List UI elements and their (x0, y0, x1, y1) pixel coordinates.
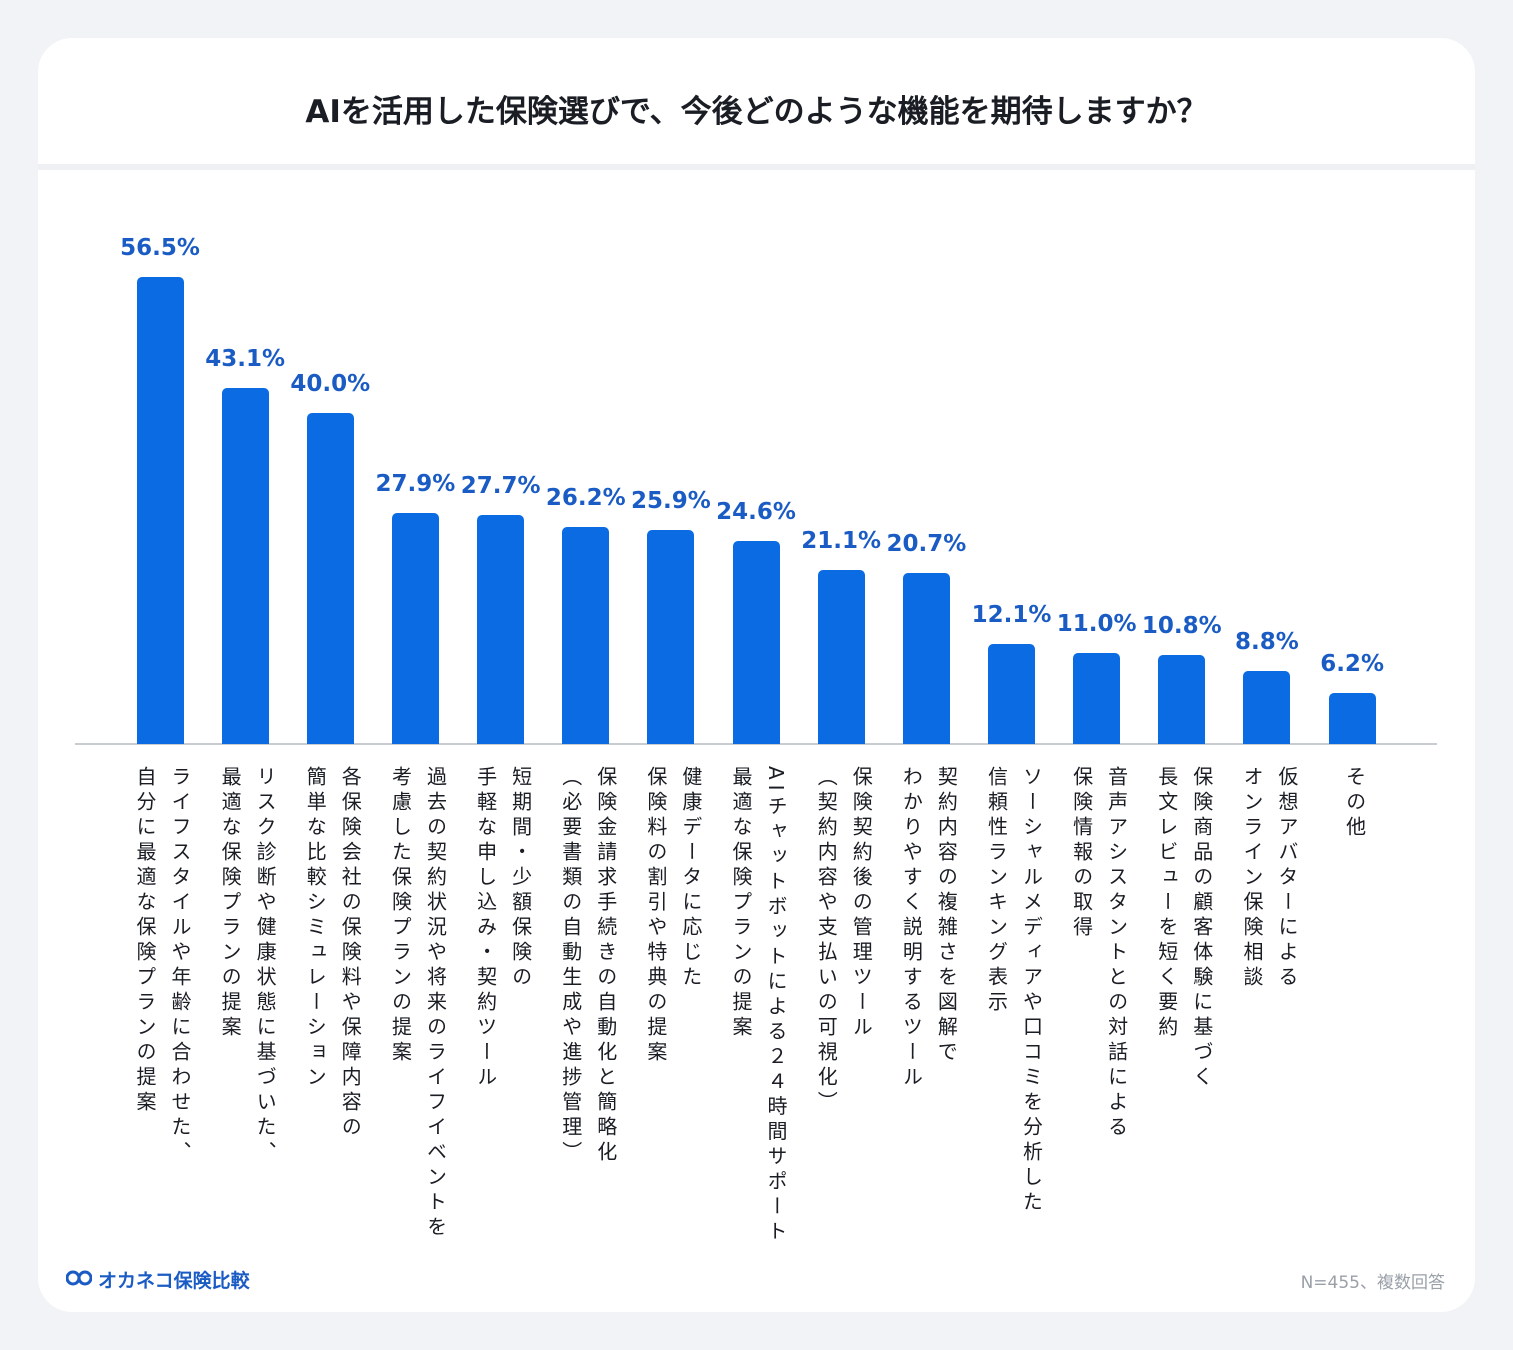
value-label: 12.1% (971, 601, 1052, 628)
category-label: 契約内容の複雑さを図解で わかりやすく説明するツール (899, 766, 959, 1091)
category-label: ライフスタイルや年齢に合わせた、 自分に最適な保険プランの提案 (133, 766, 192, 1166)
value-label: 43.1% (205, 345, 286, 372)
baseline (75, 743, 1437, 745)
category-label: 健康データに応じた 保険料の割引や特典の提案 (643, 766, 703, 1066)
bar (562, 527, 610, 744)
value-label: 10.8% (1141, 612, 1222, 639)
value-label: 27.7% (460, 472, 541, 499)
bar (817, 569, 865, 744)
category-label: ソーシャルメディアや口コミを分析した 信頼性ランキング表示 (984, 766, 1044, 1216)
bar (477, 514, 525, 744)
note: N=455、複数回答 (1300, 1273, 1445, 1293)
bar (647, 529, 695, 744)
header: AIを活用した保険選びで、今後どのような機能を期待しますか？ (38, 38, 1475, 170)
value-label: 11.0% (1056, 611, 1137, 638)
category-label: 短期間・少額保険の 手軽な申し込み・契約ツール (473, 766, 533, 1091)
logo: オカネコ保険比較 (98, 1270, 250, 1292)
category-label: 保険契約後の管理ツール （契約内容や支払いの可視化） (814, 766, 874, 1116)
bar (1158, 654, 1206, 744)
chart-title: AIを活用した保険選びで、今後どのような機能を期待しますか？ (305, 94, 1208, 130)
value-label: 8.8% (1235, 629, 1299, 656)
category-label: 過去の契約状況や将来のライフイベントを 考慮した保険プランの提案 (388, 766, 448, 1241)
category-label: 仮想アバターによる オンライン保険相談 (1239, 766, 1299, 991)
category-label: AIチャットボットによる２４時間サポート 最適な保険プランの提案 (729, 766, 789, 1246)
value-label: 26.2% (545, 485, 626, 512)
value-label: 40.0% (290, 371, 371, 398)
category-label: 保険金請求手続きの自動化と簡略化 （必要書類の自動生成や進捗管理） (558, 766, 618, 1166)
value-label: 56.5% (120, 234, 200, 261)
category-label: 音声アシスタントとの対話による 保険情報の取得 (1069, 766, 1129, 1141)
value-label: 6.2% (1320, 650, 1384, 677)
logo-icon (66, 1270, 92, 1286)
category-label: その他 (1342, 766, 1367, 841)
value-label: 25.9% (630, 487, 711, 514)
bar (306, 413, 354, 744)
category-label: リスク診断や健康状態に基づいた、 最適な保険プランの提案 (218, 766, 278, 1166)
category-label: 各保険会社の保険料や保障内容の 簡単な比較シミュレーション (303, 766, 363, 1141)
bar (136, 276, 184, 744)
value-label: 27.9% (375, 471, 456, 498)
value-label: 21.1% (801, 527, 882, 554)
bar (988, 643, 1035, 744)
bar (1243, 671, 1291, 744)
bar (732, 540, 780, 744)
bar (902, 572, 950, 744)
bar (1328, 692, 1376, 744)
bar (221, 387, 269, 744)
value-label: 20.7% (886, 530, 967, 557)
bar (1073, 653, 1121, 744)
value-label: 24.6% (716, 498, 796, 525)
bar (391, 513, 439, 744)
category-label: 保険商品の顧客体験に基づく 長文レビューを短く要約 (1154, 766, 1214, 1091)
